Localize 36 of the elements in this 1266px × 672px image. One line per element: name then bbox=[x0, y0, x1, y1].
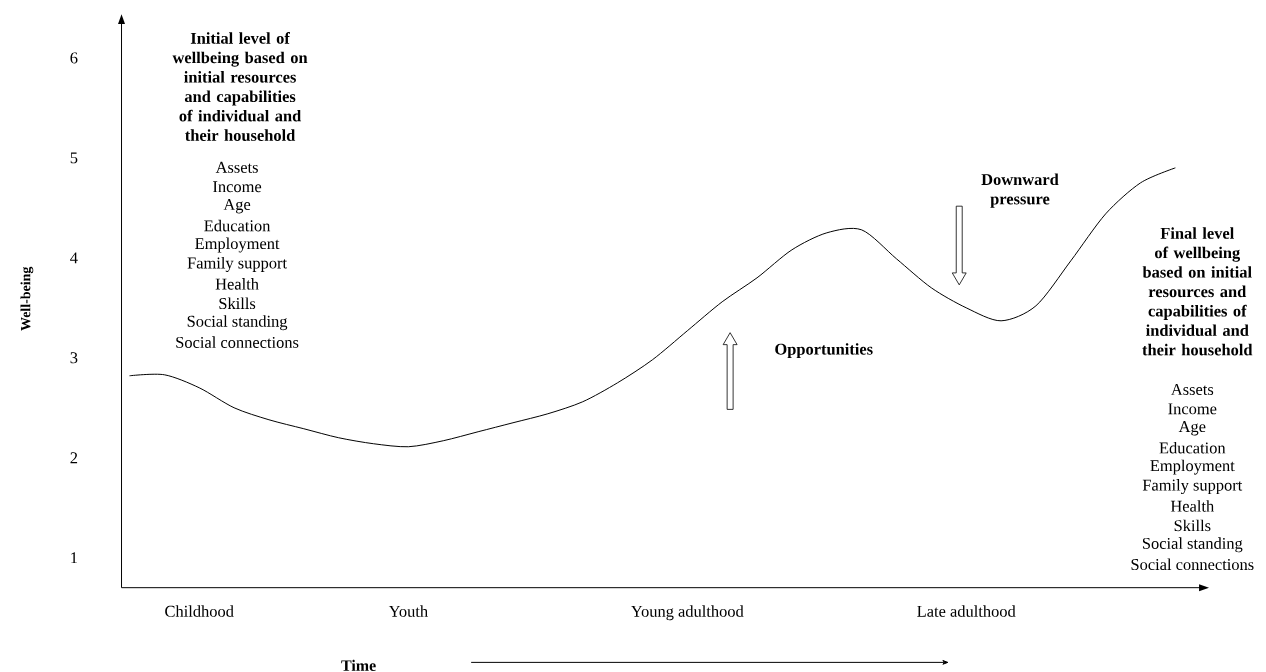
annotation: Education bbox=[1159, 441, 1226, 454]
annotation: Assets bbox=[215, 161, 258, 173]
annotation: Social standing bbox=[187, 315, 288, 331]
annotation: Assets bbox=[1171, 383, 1214, 395]
annotation: Age bbox=[1178, 420, 1206, 436]
annotation: Age bbox=[223, 198, 251, 214]
annotation: Health bbox=[215, 277, 259, 290]
x-tick-label: Childhood bbox=[165, 605, 234, 617]
annotation: Downward pressure bbox=[981, 173, 1059, 208]
y-tick-label: 5 bbox=[70, 152, 78, 164]
y-tick-label: 2 bbox=[70, 452, 78, 464]
y-axis-title: Well-being bbox=[20, 266, 34, 331]
y-tick-label: 1 bbox=[71, 552, 78, 563]
annotation: Initial level of wellbeing based on initial resources and capabilities of individual and their household bbox=[172, 31, 308, 141]
y-tick-label: 4 bbox=[70, 252, 78, 264]
y-tick-label: 3 bbox=[70, 352, 78, 364]
annotation: Skills bbox=[219, 297, 256, 309]
annotation: Family support bbox=[1142, 478, 1243, 494]
x-axis-title: Time bbox=[341, 659, 376, 671]
x-tick-label: Young adulthood bbox=[631, 605, 744, 621]
annotation: Social connections bbox=[176, 336, 299, 348]
annotation: Opportunities bbox=[775, 342, 873, 358]
x-tick-label: Youth bbox=[388, 605, 428, 617]
y-tick-label: 6 bbox=[70, 52, 78, 64]
annotation: Income bbox=[213, 181, 262, 193]
annotation: Education bbox=[204, 219, 271, 232]
annotation: Final level of wellbeing based on initial resources and capabilities of individual and their household bbox=[1142, 227, 1253, 356]
annotation: Social standing bbox=[1142, 537, 1243, 553]
annotation: Social connections bbox=[1131, 558, 1254, 570]
annotation: Skills bbox=[1174, 519, 1211, 532]
annotation: Family support bbox=[187, 256, 287, 272]
annotation: Employment bbox=[1150, 459, 1235, 475]
x-tick-label: Late adulthood bbox=[917, 605, 1016, 617]
annotation: Health bbox=[1170, 500, 1214, 512]
annotation: Employment bbox=[195, 237, 280, 253]
annotation: Income bbox=[1168, 403, 1217, 415]
